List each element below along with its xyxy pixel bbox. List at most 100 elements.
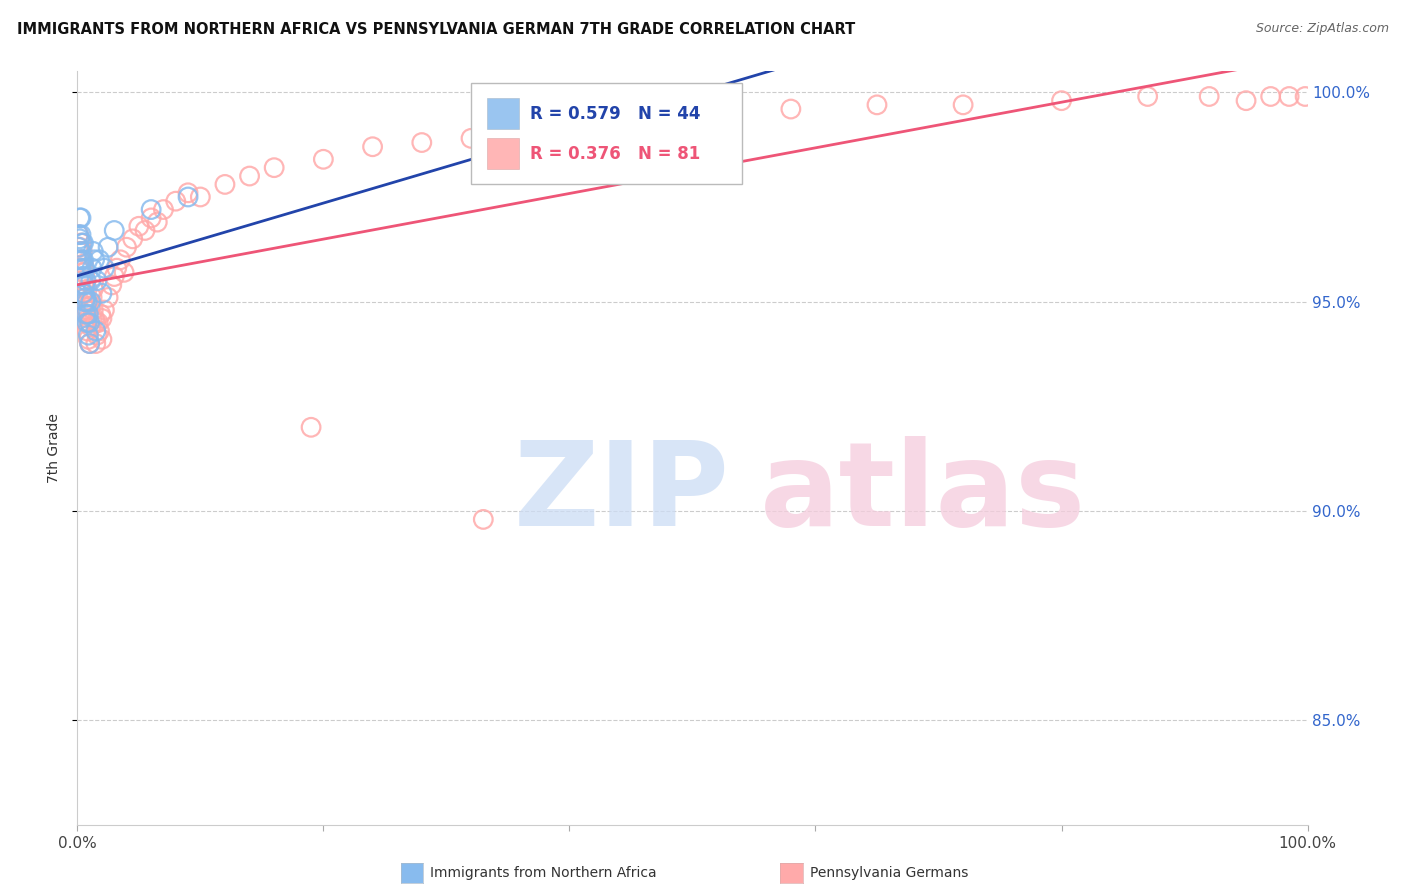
Point: [76, 303, 98, 318]
Point: [101, 277, 124, 292]
Point: [103, 223, 125, 237]
Point: [70, 252, 93, 267]
Point: [70, 235, 93, 250]
Point: [77, 311, 100, 326]
Point: [75, 274, 97, 288]
Point: [76, 282, 98, 296]
Point: [83, 252, 105, 267]
Point: [72, 257, 94, 271]
Point: [82, 282, 104, 296]
Point: [73, 286, 96, 301]
Text: atlas: atlas: [761, 436, 1087, 551]
Point: [82, 261, 104, 276]
Point: [70, 211, 93, 225]
Point: [780, 102, 803, 116]
Point: [80, 294, 103, 309]
Point: [70, 274, 93, 288]
Point: [460, 131, 482, 145]
Point: [79, 316, 101, 330]
Y-axis label: 7th Grade: 7th Grade: [46, 413, 60, 483]
Point: [70, 252, 93, 267]
FancyBboxPatch shape: [471, 83, 742, 185]
Point: [76, 324, 98, 338]
Point: [80, 299, 103, 313]
Point: [141, 202, 163, 217]
Text: Source: ZipAtlas.com: Source: ZipAtlas.com: [1256, 22, 1389, 36]
Point: [89, 252, 111, 267]
Point: [86, 274, 108, 288]
Point: [84, 316, 107, 330]
Point: [177, 186, 200, 200]
Point: [70, 244, 93, 259]
Point: [509, 123, 531, 137]
Point: [77, 332, 100, 346]
Point: [84, 336, 107, 351]
Point: [72, 252, 94, 267]
Point: [1234, 94, 1257, 108]
Point: [72, 277, 94, 292]
Point: [79, 336, 101, 351]
Point: [69, 261, 91, 276]
Point: [1198, 89, 1220, 103]
Point: [82, 303, 104, 318]
Point: [69, 240, 91, 254]
Point: [112, 265, 135, 279]
Point: [69, 232, 91, 246]
Point: [110, 252, 132, 267]
Point: [67, 227, 90, 242]
Point: [866, 98, 889, 112]
Point: [97, 291, 120, 305]
Point: [69, 252, 91, 267]
Text: R = 0.579   N = 44: R = 0.579 N = 44: [530, 104, 700, 122]
Point: [83, 311, 105, 326]
Point: [1278, 89, 1301, 103]
Point: [79, 294, 101, 309]
Point: [190, 190, 212, 204]
Point: [1136, 89, 1159, 103]
Point: [67, 244, 90, 259]
Point: [75, 294, 97, 309]
Point: [75, 291, 97, 305]
Point: [1294, 89, 1316, 103]
Point: [952, 98, 974, 112]
Point: [73, 261, 96, 276]
Point: [93, 303, 115, 318]
Point: [73, 307, 96, 321]
Point: [97, 240, 120, 254]
Point: [70, 244, 93, 259]
Point: [73, 277, 96, 292]
Point: [121, 232, 143, 246]
Point: [90, 307, 112, 321]
Point: [89, 324, 111, 338]
Point: [682, 106, 704, 120]
Point: [152, 202, 174, 217]
Text: Pennsylvania Germans: Pennsylvania Germans: [810, 866, 969, 880]
Point: [82, 311, 104, 326]
Point: [73, 265, 96, 279]
Point: [134, 223, 156, 237]
Point: [76, 294, 98, 309]
Text: Immigrants from Northern Africa: Immigrants from Northern Africa: [430, 866, 657, 880]
Point: [80, 319, 103, 334]
Point: [103, 269, 125, 284]
Point: [70, 235, 93, 250]
Point: [87, 316, 110, 330]
Text: ZIP: ZIP: [515, 436, 730, 551]
Point: [472, 156, 495, 170]
Point: [361, 140, 384, 154]
Point: [67, 240, 90, 254]
Point: [177, 190, 200, 204]
Point: [146, 215, 169, 229]
Point: [72, 286, 94, 301]
Point: [558, 119, 581, 133]
Point: [141, 211, 163, 225]
Point: [70, 261, 93, 276]
Point: [75, 307, 97, 321]
Point: [72, 269, 94, 284]
Point: [80, 274, 103, 288]
Point: [72, 235, 94, 250]
Point: [93, 261, 115, 276]
Point: [82, 244, 104, 259]
Point: [239, 169, 262, 183]
Point: [79, 316, 101, 330]
